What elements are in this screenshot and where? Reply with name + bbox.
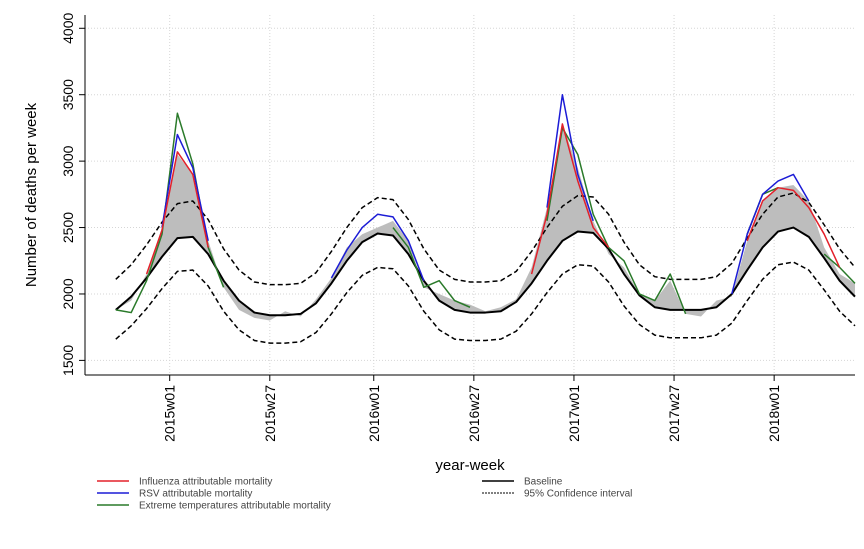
series-line (115, 261, 856, 344)
y-tick-label: 3000 (60, 145, 76, 176)
series-line (115, 192, 856, 286)
series-line (746, 186, 841, 268)
legend-label: RSV attributable mortality (139, 489, 252, 500)
y-tick-label: 1500 (60, 345, 76, 376)
legend-label: Extreme temperatures attributable mortal… (139, 501, 331, 512)
series-line (161, 133, 209, 241)
x-tick-label: 2015w01 (162, 385, 178, 442)
series-line (546, 127, 687, 315)
legend-label: 95% Confidence interval (524, 489, 632, 500)
series-line (145, 151, 209, 275)
series-line (731, 173, 810, 295)
legend-label: Baseline (524, 477, 563, 488)
y-tick-label: 2500 (60, 212, 76, 243)
legend-label: Influenza attributable mortality (139, 477, 272, 488)
series-line (546, 93, 594, 222)
x-tick-label: 2016w27 (466, 385, 482, 442)
x-tick-label: 2017w27 (666, 385, 682, 442)
series-line (330, 213, 425, 281)
x-tick-label: 2017w01 (566, 385, 582, 442)
x-tick-label: 2018w01 (766, 385, 782, 442)
y-tick-label: 2000 (60, 278, 76, 309)
y-tick-label: 3500 (60, 79, 76, 110)
series-line (392, 227, 471, 308)
y-tick-label: 4000 (60, 13, 76, 44)
x-axis-label: year-week (435, 457, 505, 474)
series-line (530, 123, 610, 275)
x-tick-label: 2016w01 (366, 385, 382, 442)
y-axis-label: Number of deaths per week (23, 102, 40, 287)
x-tick-label: 2015w27 (262, 385, 278, 442)
